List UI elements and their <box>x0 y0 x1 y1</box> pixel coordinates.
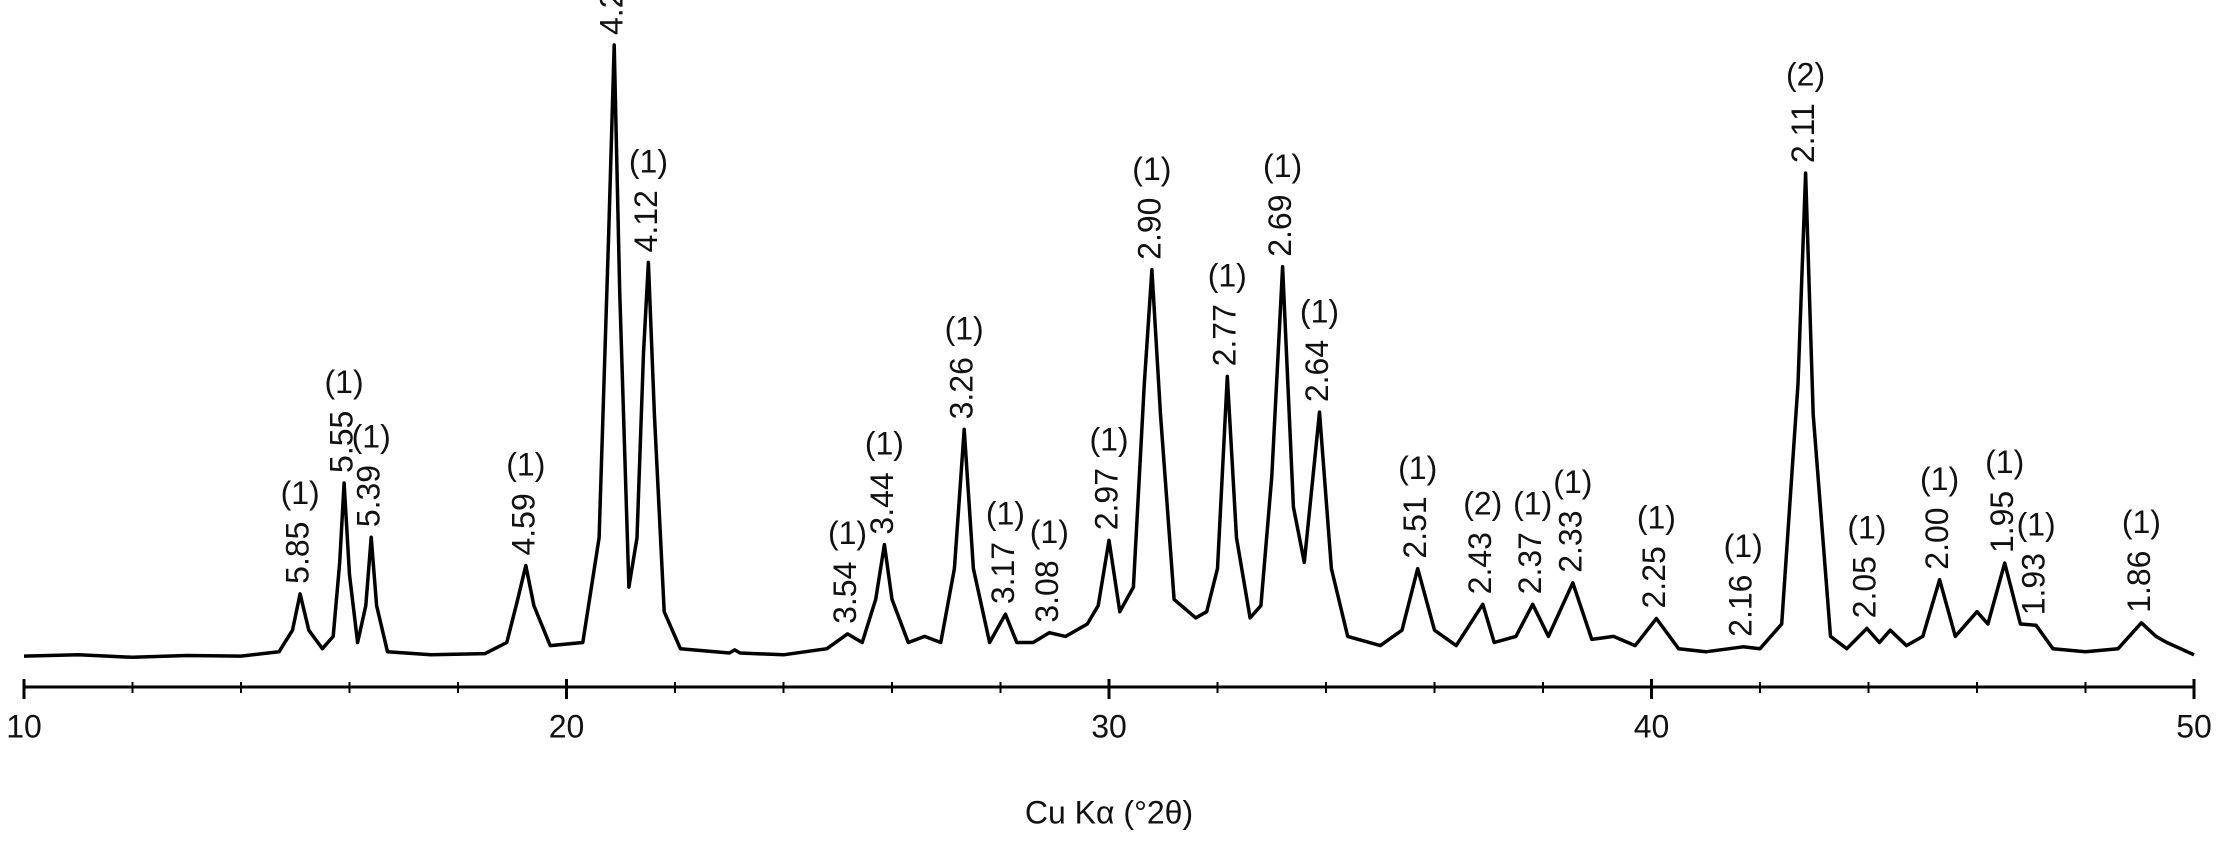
d-spacing-label: 2.77 <box>1207 304 1243 366</box>
phase-label: (1) <box>945 311 984 347</box>
phase-label: (1) <box>1263 148 1302 184</box>
d-spacing-label: 5.39 <box>351 465 387 527</box>
phase-label: (1) <box>1030 514 1069 550</box>
d-spacing-label: 5.55 <box>324 411 360 473</box>
d-spacing-label: 3.17 <box>985 542 1021 604</box>
d-spacing-label: 2.37 <box>1512 532 1548 594</box>
d-spacing-label: 3.08 <box>1029 560 1065 622</box>
d-spacing-label: 2.64 <box>1299 340 1335 402</box>
d-spacing-label: 4.24 <box>594 0 630 35</box>
x-axis-label: Cu Kα (°2θ) <box>1025 794 1193 830</box>
phase-label: (1) <box>629 144 668 180</box>
phase-label: (1) <box>506 447 545 483</box>
d-spacing-label: 1.95 <box>1984 491 2020 553</box>
phase-label: (1) <box>1637 500 1676 536</box>
phase-label: (2) <box>1786 57 1825 93</box>
x-tick-label: 40 <box>1634 708 1670 744</box>
phase-label: (1) <box>1089 421 1128 457</box>
phase-label: (1) <box>1985 444 2024 480</box>
x-tick-label: 10 <box>6 708 42 744</box>
x-tick-label: 50 <box>2176 708 2212 744</box>
phase-label: (1) <box>325 364 364 400</box>
d-spacing-label: 1.86 <box>2121 551 2157 613</box>
d-spacing-label: 5.85 <box>280 522 316 584</box>
d-spacing-label: 2.69 <box>1262 194 1298 256</box>
d-spacing-label: 2.25 <box>1636 546 1672 608</box>
phase-label: (1) <box>1300 293 1339 329</box>
phase-label: (1) <box>2122 504 2161 540</box>
d-spacing-label: 2.97 <box>1088 468 1124 530</box>
phase-label: (1) <box>1513 485 1552 521</box>
d-spacing-label: 2.05 <box>1846 556 1882 618</box>
phase-label: (1) <box>352 418 391 454</box>
phase-label: (1) <box>1553 464 1592 500</box>
d-spacing-label: 3.54 <box>827 562 863 624</box>
phase-label: (1) <box>1398 450 1437 486</box>
d-spacing-label: 4.12 <box>628 190 664 252</box>
phase-label: (1) <box>865 426 904 462</box>
d-spacing-label: 3.26 <box>944 357 980 419</box>
d-spacing-label: 2.43 <box>1462 532 1498 594</box>
d-spacing-label: 2.00 <box>1919 507 1955 569</box>
phase-label: (1) <box>1132 151 1171 187</box>
phase-label: (1) <box>1847 510 1886 546</box>
d-spacing-label: 2.90 <box>1131 198 1167 260</box>
d-spacing-label: 1.93 <box>2016 553 2052 615</box>
phase-label: (2) <box>1463 485 1502 521</box>
d-spacing-label: 3.44 <box>864 472 900 534</box>
d-spacing-label: 2.33 <box>1552 510 1588 572</box>
phase-label: (1) <box>281 475 320 511</box>
d-spacing-label: 2.11 <box>1785 103 1821 163</box>
phase-label: (1) <box>828 515 867 551</box>
x-tick-label: 20 <box>549 708 585 744</box>
phase-label: (1) <box>986 495 1025 531</box>
phase-label: (1) <box>1208 258 1247 294</box>
d-spacing-label: 2.16 <box>1723 575 1759 637</box>
diffraction-line <box>23 43 2195 660</box>
x-tick-label: 30 <box>1091 708 1127 744</box>
d-spacing-label: 2.51 <box>1397 496 1433 558</box>
phase-label: (1) <box>2017 506 2056 542</box>
d-spacing-label: 4.59 <box>505 493 541 555</box>
phase-label: (1) <box>1724 528 1763 564</box>
phase-label: (1) <box>1920 461 1959 497</box>
